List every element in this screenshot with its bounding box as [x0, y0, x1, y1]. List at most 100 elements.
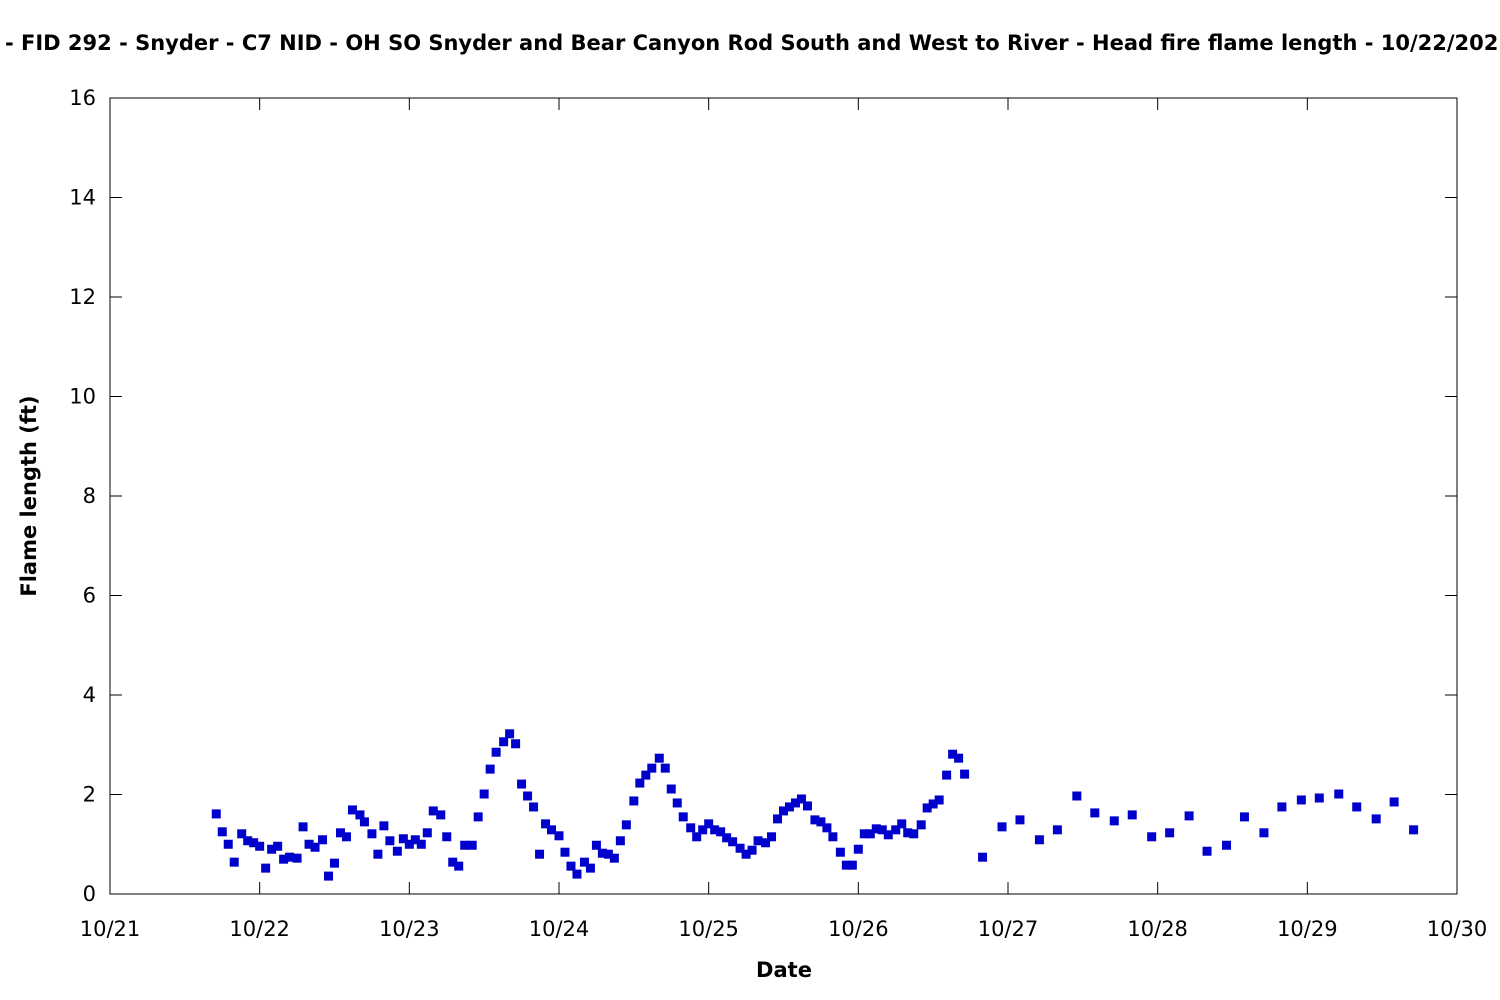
y-tick-label: 12: [69, 285, 96, 309]
y-tick-label: 14: [69, 186, 96, 210]
plot-frame: [109, 97, 1458, 895]
point: [479, 789, 489, 799]
point: [217, 827, 227, 837]
point: [1034, 835, 1044, 845]
point: [1072, 791, 1082, 801]
x-tick-label: 10/27: [978, 917, 1039, 941]
point: [499, 737, 509, 747]
point: [473, 812, 483, 822]
point: [1184, 811, 1194, 821]
point: [249, 838, 259, 848]
point: [1127, 810, 1137, 820]
point: [1371, 814, 1381, 824]
point: [585, 863, 595, 873]
point: [802, 801, 812, 811]
point: [591, 840, 601, 850]
point: [997, 822, 1007, 832]
point: [243, 836, 253, 846]
point: [841, 860, 851, 870]
point: [304, 839, 314, 849]
point: [529, 802, 539, 812]
point: [922, 803, 932, 813]
point: [442, 832, 452, 842]
point: [416, 839, 426, 849]
point: [1052, 825, 1062, 835]
point: [347, 805, 357, 815]
point: [1296, 795, 1306, 805]
point: [379, 821, 389, 831]
point: [460, 840, 470, 850]
point: [541, 819, 551, 829]
point: [597, 848, 607, 858]
point: [566, 861, 576, 871]
point: [883, 830, 893, 840]
point: [960, 769, 970, 779]
point: [355, 810, 365, 820]
point: [517, 779, 527, 789]
point: [335, 828, 345, 838]
point: [865, 829, 875, 839]
point: [779, 806, 788, 816]
point: [859, 829, 869, 839]
point: [310, 842, 320, 852]
point: [835, 847, 845, 857]
point: [285, 852, 295, 862]
point: [1015, 815, 1025, 825]
y-tick-label: 8: [83, 484, 96, 508]
point: [1147, 832, 1157, 842]
point: [448, 857, 458, 867]
point: [237, 829, 247, 839]
point: [1202, 846, 1212, 856]
point: [629, 796, 639, 806]
point: [267, 844, 277, 854]
x-tick-label: 10/21: [80, 917, 141, 941]
x-tick-label: 10/22: [229, 917, 290, 941]
point: [255, 841, 265, 851]
point: [641, 770, 651, 780]
point: [877, 825, 887, 835]
point: [404, 839, 414, 849]
point: [928, 799, 938, 809]
point: [853, 844, 863, 854]
x-tick-label: 10/24: [529, 917, 590, 941]
point: [773, 814, 783, 824]
point: [324, 871, 334, 881]
point: [1314, 793, 1324, 803]
point: [359, 817, 369, 827]
point: [909, 829, 919, 839]
point: [716, 827, 726, 837]
point: [686, 823, 696, 833]
point: [621, 820, 631, 830]
point: [1239, 812, 1249, 822]
point: [467, 840, 477, 850]
x-tick-label: 10/29: [1277, 917, 1338, 941]
point: [410, 835, 420, 845]
point: [891, 825, 901, 835]
x-axis-label: Date: [756, 958, 812, 982]
point: [523, 791, 533, 801]
point: [1090, 808, 1100, 818]
x-tick-label: 10/23: [379, 917, 440, 941]
point: [722, 833, 732, 843]
point: [761, 838, 771, 848]
point: [735, 843, 745, 853]
chart-title: - FID 292 - Snyder - C7 NID - OH SO Snyd…: [5, 31, 1500, 55]
point: [560, 847, 570, 857]
x-tick-label: 10/25: [678, 917, 739, 941]
point: [948, 749, 958, 759]
point: [454, 861, 464, 871]
x-tick-label: 10/28: [1127, 917, 1188, 941]
point: [392, 846, 402, 856]
point: [223, 839, 233, 849]
point: [692, 832, 702, 842]
point: [728, 837, 738, 847]
point: [1109, 816, 1119, 826]
point: [897, 819, 907, 829]
point: [428, 806, 438, 816]
point: [298, 822, 308, 832]
point: [678, 812, 688, 822]
point: [954, 753, 964, 763]
point: [505, 729, 515, 739]
point: [367, 829, 377, 839]
